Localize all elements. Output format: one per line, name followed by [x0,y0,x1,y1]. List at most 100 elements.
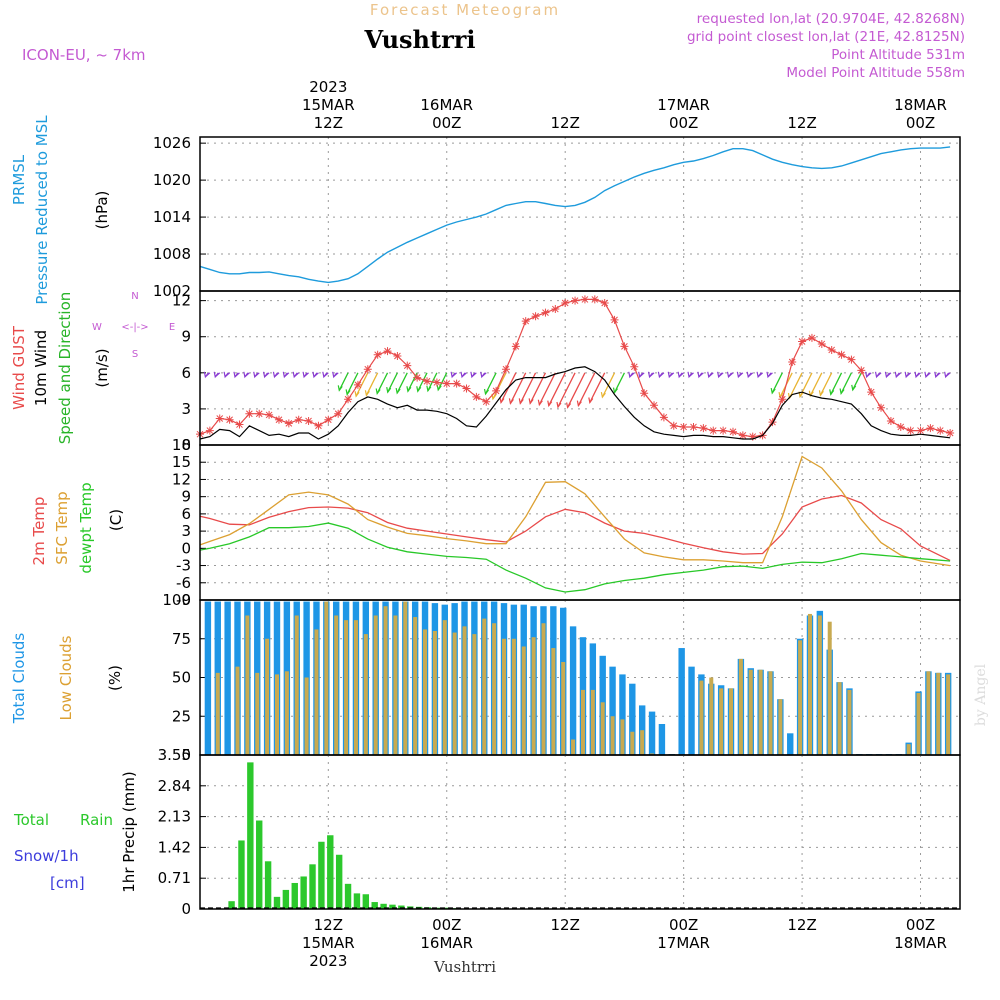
gust-marker [906,426,915,435]
low-cloud-bar [521,646,526,755]
temp-2m-line [199,494,951,561]
gust-marker [936,426,945,435]
wind-arrow-head [657,371,663,379]
wind-arrow [365,372,379,396]
wind-arrow-head [894,371,900,379]
low-cloud-bar [946,674,951,755]
gust-marker [255,409,264,418]
gust-marker [590,295,599,304]
wind-arrow-head [499,397,505,404]
y-tick-label: 12 [172,470,191,488]
low-cloud-bar [393,615,398,755]
wind-10m-line [199,366,951,440]
gust-marker [571,296,580,305]
wind-arrow-head [612,387,618,395]
low-cloud-bar [936,672,941,755]
total-label: Total [13,811,49,829]
wind-arrow-head [556,401,562,409]
top-tick-label: 00Z [669,114,698,132]
low-cloud-bar [709,677,714,755]
low-cloud-bar [768,671,773,755]
wind-arrow [830,372,843,395]
point-altitude: Point Altitude 531m [831,47,965,63]
bottom-tick-label: 18MAR [894,934,947,952]
wind-arrow-head [884,371,890,379]
gust-marker [650,401,659,410]
wind-arrow [840,372,853,394]
low-cloud-bar [729,688,734,755]
rain-bar [362,894,370,909]
low-cloud-bar [492,623,497,755]
y-tick-label: 0 [181,436,191,454]
low-cloud-bar [827,621,832,755]
wind-arrow [771,372,783,394]
gust-marker [807,333,816,342]
pressure-line [199,146,951,284]
rain-bar [282,889,290,909]
wind-arrow-head [588,397,594,404]
y-tick-label: 0 [181,746,191,764]
gust-marker [877,403,886,412]
gust-marker [788,357,797,366]
footer-location: Vushtrri [433,958,496,976]
compass-n: N [131,291,138,302]
gust-marker [561,299,570,308]
gust-marker [235,420,244,429]
wind-arrow [509,372,527,404]
y-tick-label: 1008 [153,245,191,263]
pressure-label: Pressure Reduced to MSL [33,115,51,305]
wind-arrow-head [566,402,572,409]
total-cloud-bar [619,674,626,755]
wind-arrow [819,372,833,396]
low-cloud-bar [353,620,358,755]
gust-marker [709,426,718,435]
low-cloud-bar [906,744,911,755]
gust-marker [492,386,501,395]
wind-arrow-head [518,398,524,405]
wind-arrow [577,372,596,406]
low-cloud-bar [837,682,842,755]
gust-marker [304,416,313,425]
rain-bar [247,762,254,909]
gust-marker [501,365,510,374]
low-cloud-bar [255,672,260,755]
low-cloud-bar [600,702,605,755]
top-tick-label: 12Z [787,114,816,132]
wind-labels: Wind GUST 10m Wind Speed and Direction (… [10,291,175,444]
rain-bar [389,904,396,909]
top-tick-label: 00Z [432,114,461,132]
gust-marker [837,350,846,359]
top-tick-label: 12Z [551,114,580,132]
wind-arrow-head [375,388,381,395]
wind-arrow-head [263,371,269,379]
gust-marker [245,409,254,418]
wind-arrow-head [726,371,732,379]
model-label: ICON-EU, ~ 7km [22,46,146,64]
sfc-temp-label: SFC Temp [53,491,71,564]
gust-marker [363,365,372,374]
low-cloud-bar [916,693,921,755]
gust-marker [403,361,412,370]
gust-marker [274,415,283,424]
total-cloud-bar [658,724,666,755]
total-cloud-bar [648,711,656,755]
gust-marker [531,312,540,321]
wind-arrow-head [213,371,219,379]
gust-marker [284,419,293,428]
y-tick-label: 3 [181,522,191,540]
low-cloud-bar [274,674,279,755]
panel-frame [199,444,961,601]
y-tick-label: 6 [181,505,191,523]
wind-arrow [376,372,389,394]
wind-arrow-head [406,386,412,393]
rain-label: Rain [80,811,113,829]
wind-arrow-head [282,371,288,379]
low-cloud-bar [373,615,378,755]
pressure-unit: (hPa) [93,191,111,230]
location-title: Vushtrri [364,25,476,54]
wind-arrow [355,372,369,397]
gust-marker [610,315,619,324]
wind-arrow-head [272,371,278,379]
wind-arrow-head [766,371,772,379]
wind-arrow [809,372,823,397]
